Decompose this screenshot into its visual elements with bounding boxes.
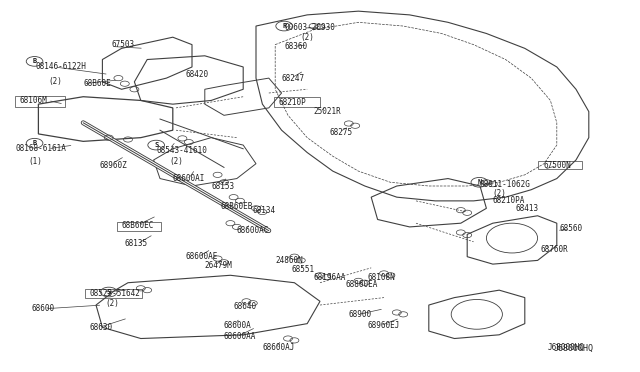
Text: 08146-6122H: 08146-6122H [35,62,86,71]
Text: 68630: 68630 [90,323,113,332]
Text: 08523-51642: 08523-51642 [90,289,140,298]
Text: 67500N: 67500N [544,161,572,170]
Text: R: R [282,23,286,29]
Text: 08168-6161A: 08168-6161A [16,144,67,153]
Text: 68600AI: 68600AI [173,174,205,183]
Text: S: S [154,142,158,148]
Text: 00603-20930: 00603-20930 [285,23,335,32]
Text: 08911-1062G: 08911-1062G [480,180,531,189]
Text: 68413: 68413 [515,204,538,213]
Text: 68210PA: 68210PA [493,196,525,205]
Text: 68420: 68420 [186,70,209,79]
Text: B: B [33,140,36,146]
Text: 68108N: 68108N [368,273,396,282]
Text: 68196AA: 68196AA [314,273,346,282]
Text: 68275: 68275 [330,128,353,137]
Text: 68760R: 68760R [541,245,568,254]
Text: (2): (2) [48,77,62,86]
Text: J68000HQ: J68000HQ [547,343,584,352]
Text: 67503: 67503 [112,40,135,49]
Text: (2): (2) [106,299,120,308]
Text: 68247: 68247 [282,74,305,83]
Text: 68360: 68360 [285,42,308,51]
Text: 68960Z: 68960Z [99,161,127,170]
Text: 68900: 68900 [349,310,372,319]
Text: (1): (1) [29,157,43,166]
Text: 68600A: 68600A [224,321,252,330]
Text: 68860EA: 68860EA [346,280,378,289]
Text: (2): (2) [170,157,184,166]
Text: (2): (2) [493,189,507,198]
Text: 68600AJ: 68600AJ [262,343,295,352]
Text: 68551: 68551 [291,265,314,274]
Text: 68153: 68153 [211,182,234,190]
Text: 25021R: 25021R [314,107,341,116]
Text: 68134: 68134 [253,206,276,215]
Text: J68000HQ: J68000HQ [554,344,594,353]
Text: 68B60E: 68B60E [83,79,111,88]
Text: 68B60EB: 68B60EB [221,202,253,211]
Text: 24860N: 24860N [275,256,303,265]
Text: 68600AC: 68600AC [237,226,269,235]
Text: (2): (2) [301,33,315,42]
Text: 68B60EC: 68B60EC [122,221,154,230]
Text: 68600: 68600 [32,304,55,313]
Text: 08543-41610: 08543-41610 [157,146,207,155]
Text: S: S [107,289,111,295]
Text: 68135: 68135 [125,239,148,248]
Text: 26479M: 26479M [205,262,232,270]
Text: 68210P: 68210P [278,98,306,107]
Text: B: B [33,58,36,64]
Text: 68560: 68560 [560,224,583,233]
Text: 68640: 68640 [234,302,257,311]
Text: N: N [477,179,481,185]
Text: 68106M: 68106M [19,96,47,105]
Text: 68960EJ: 68960EJ [368,321,401,330]
Text: 68600AA: 68600AA [224,332,257,341]
Text: 68600AE: 68600AE [186,252,218,261]
